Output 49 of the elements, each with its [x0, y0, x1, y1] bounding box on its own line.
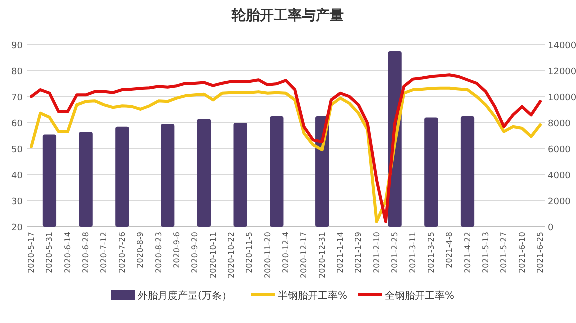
xtick: 2021-2-10	[372, 232, 382, 274]
xtick: 2021-5-27	[500, 232, 509, 274]
ytick: 70	[12, 94, 23, 104]
xtick: 2020-9-6	[172, 232, 182, 268]
title: 轮胎开工率与产量	[232, 8, 344, 24]
ytick: 60	[12, 120, 23, 130]
y2tick: 12000	[548, 68, 576, 78]
xtick: 2021-3-25	[426, 232, 436, 274]
xtick: 2021-6-25	[536, 232, 545, 274]
xtick: 2020-6-28	[82, 232, 91, 274]
xtick: 2020-7-26	[118, 232, 127, 274]
ytick: 40	[12, 172, 23, 182]
y2tick: 2000	[548, 198, 571, 208]
xtick: 2020-8-23	[154, 232, 164, 274]
xtick: 2020-8-9	[136, 232, 146, 268]
xtick: 2020-12-4	[282, 232, 290, 274]
xtick: 2020-10-11	[208, 232, 218, 278]
xtick: 2021-3-11	[408, 232, 418, 274]
xtick: 2020-10-22	[226, 232, 236, 278]
xtick: 2020-5-17	[27, 232, 36, 274]
xtick: 2020-6-14	[63, 232, 72, 274]
y2tick: 6000	[548, 146, 571, 156]
xtick: 2021-1-14	[336, 232, 346, 274]
legend-label: 半钢胎开工率%	[278, 291, 348, 302]
xtick: 2020-7-12	[100, 232, 109, 274]
xtick: 2020-9-20	[190, 232, 200, 274]
xtick: 2021-4-22	[463, 232, 472, 274]
ytick: 20	[12, 224, 23, 234]
ytick: 90	[12, 42, 23, 52]
xtick: 2021-1-29	[354, 232, 364, 274]
xtick: 2020-11-20	[263, 232, 272, 278]
legend-label: 全钢胎开工率%	[385, 291, 455, 302]
ytick: 30	[12, 198, 23, 208]
y2tick: 4000	[548, 172, 571, 182]
y2tick: 8000	[548, 120, 571, 130]
y2tick: 14000	[548, 42, 576, 52]
ytick: 80	[12, 68, 23, 78]
xtick: 2021-4-8	[445, 232, 454, 268]
xtick: 2020-12-31	[318, 232, 327, 278]
xtick: 2020-11-5	[245, 232, 254, 274]
ytick: 50	[12, 146, 23, 156]
xtick: 2020-12-17	[300, 232, 309, 278]
xtick: 2021-5-13	[481, 232, 490, 274]
xtick: 2021-6-10	[518, 232, 527, 274]
xtick: 2020-5-31	[45, 232, 54, 274]
xtick: 2021-2-25	[390, 232, 400, 274]
legend-label: 外胎月度产量(万条）	[138, 291, 232, 302]
y2tick: 0	[548, 224, 554, 234]
y2tick: 10000	[548, 94, 576, 104]
